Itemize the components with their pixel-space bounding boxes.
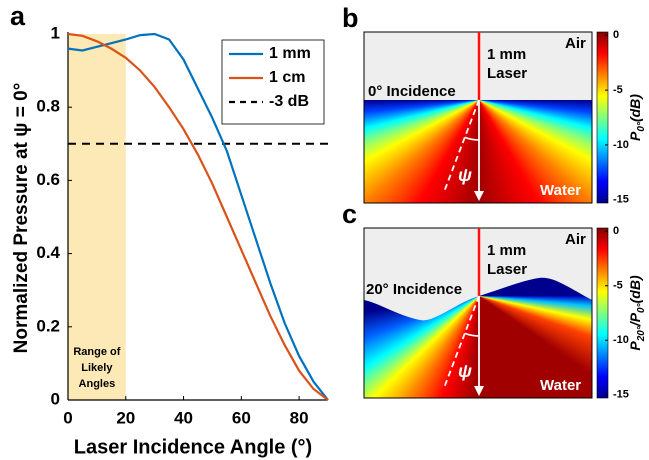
x-tick-label: 0 [63,408,72,427]
legend-label: 1 cm [269,69,305,86]
y-tick-label: 1 [51,23,60,42]
series-line [67,32,329,401]
colorbar-tick-label: -5 [613,84,623,96]
range-label: Range of [73,346,120,358]
colorbar-title-part: (dB) [627,94,643,122]
x-tick-label: 20 [116,408,135,427]
incidence-label: 20° Incidence [366,281,462,298]
colorbar-tick-label: 0 [613,29,619,41]
panel-letter: a [10,1,26,31]
colorbar-tick-label: -15 [613,389,629,401]
field-panel: 1 mm Laser Air 0° Incidence ψ Water b 0 -5 -10 -15… [342,3,647,205]
y-axis-title: Normalized Pressure at ψ = 0° [11,83,32,354]
water-label: Water [540,377,581,394]
laser-label: Laser [487,65,527,82]
y-tick-label: 0.6 [36,170,60,189]
colorbar-title-part: P [627,131,643,141]
series-line [67,32,329,401]
range-label: Likely [81,362,113,374]
x-tick-label: 60 [232,408,251,427]
colorbar-tick-label: -10 [613,334,629,346]
psi-label: ψ [458,361,472,381]
colorbar-tick-label: -5 [613,280,623,292]
colorbar [596,31,609,204]
range-label: Angles [79,378,116,390]
psi-label: ψ [458,165,472,185]
colorbar-title-part: 0° [636,302,647,313]
colorbar-title-part: 20° [636,325,647,342]
panel-letter: b [342,3,359,33]
arrow-head [474,191,484,201]
colorbar-title-part: (dB) [627,275,643,303]
angle-ray [443,99,480,193]
shaded-range [68,34,126,400]
x-tick-label: 80 [290,408,309,427]
angle-ray [443,295,480,389]
angle-arc [464,332,480,337]
air-label: Air [565,231,586,248]
panel-letter: c [342,199,357,229]
colorbar-tick-label: -15 [613,194,629,206]
colorbar-tick-label: -10 [613,139,629,151]
y-tick-label: 0.2 [36,316,60,335]
colorbar-title-part: /P [627,312,643,327]
arrow-head [474,386,484,396]
field-panel: 1 mm Laser Air 20° Incidence ψ Water c 0 -5 -10 -1… [342,199,647,401]
incidence-label: 0° Incidence [368,83,456,100]
water-label: Water [540,182,581,199]
colorbar-title: P0°(dB) [627,94,647,141]
laser-label: 1 mm [487,46,526,63]
colorbar [596,227,609,399]
legend-label: 1 mm [269,45,311,62]
y-tick-label: 0.8 [36,97,60,116]
x-tick-label: 40 [174,408,193,427]
y-tick-label: 0.4 [36,243,60,262]
air-label: Air [565,35,586,52]
laser-label: Laser [487,261,527,278]
legend-label: -3 dB [269,93,309,110]
colorbar-title-part: P [627,341,643,351]
colorbar-title-part: 0° [636,121,647,132]
x-axis-title: Laser Incidence Angle (°) [74,436,312,458]
laser-label: 1 mm [487,242,526,259]
colorbar-tick-label: 0 [613,225,619,237]
colorbar-title: P20°/P0°(dB) [627,275,647,351]
y-tick-label: 0 [51,389,60,408]
angle-arc [464,136,480,141]
